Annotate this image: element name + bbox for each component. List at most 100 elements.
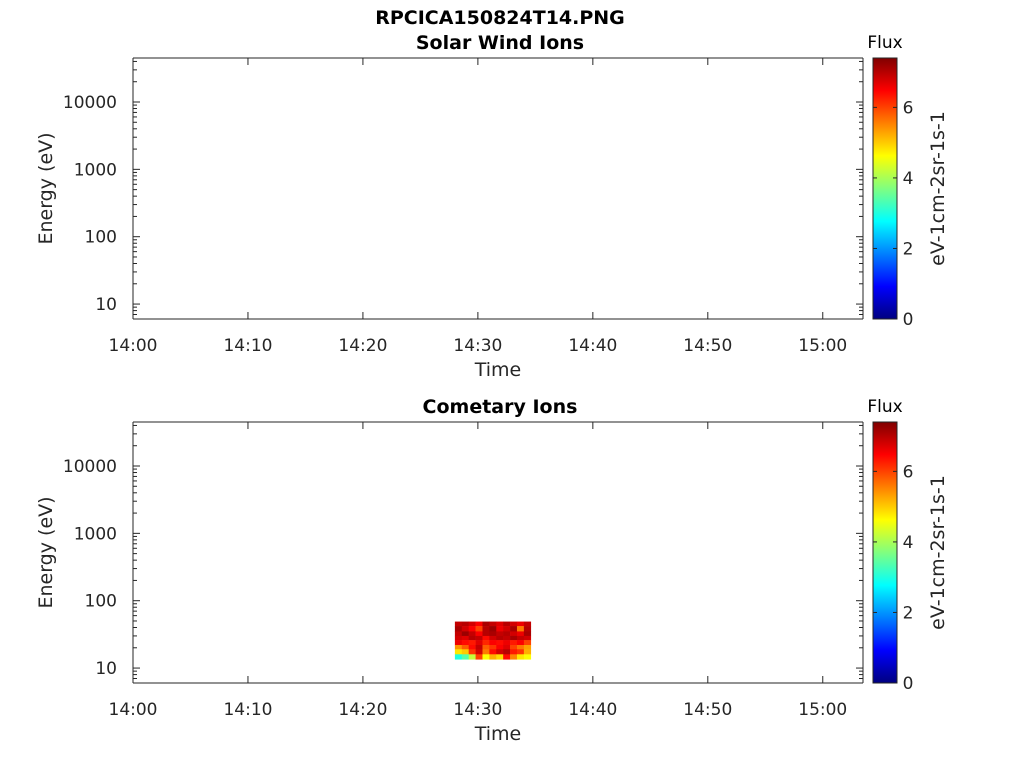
heatmap-cell (468, 644, 476, 650)
heatmap-cell (516, 640, 525, 646)
heatmap-cell (475, 649, 483, 655)
heatmap-cell (489, 631, 497, 637)
x-tick-label: 14:00 (109, 700, 158, 720)
x-axis-label: Time (474, 359, 522, 381)
heatmap-cell (482, 621, 490, 627)
heatmap-cell (454, 631, 463, 637)
heatmap-cell (510, 649, 518, 655)
heatmap-cell (496, 654, 504, 660)
heatmap-cell (510, 631, 518, 637)
colorbar-tick-label: 6 (903, 462, 914, 482)
y-tick-label: 10 (95, 295, 117, 315)
y-axis-label: Energy (eV) (35, 132, 57, 244)
x-tick-label: 15:00 (798, 700, 847, 720)
heatmap-cell (510, 640, 518, 646)
heatmap-cell (475, 644, 483, 650)
heatmap-cell (489, 649, 497, 655)
heatmap-cell (516, 631, 525, 637)
heatmap-cell (516, 644, 525, 650)
heatmap-cell (489, 640, 497, 646)
heatmap-cell (482, 644, 490, 650)
heatmap-cell (468, 635, 476, 641)
heatmap-cell (482, 626, 490, 632)
heatmap-cell (468, 626, 476, 632)
heatmap-cell (510, 635, 518, 641)
heatmap-cell (523, 631, 532, 637)
heatmap-cell (482, 640, 490, 646)
colorbar-tick-label: 2 (903, 603, 914, 623)
colorbar-tick-label: 4 (903, 533, 914, 553)
heatmap-cell (510, 654, 518, 660)
colorbar-tick-label: 4 (903, 169, 914, 189)
heatmap-cell (496, 621, 504, 627)
heatmap-cell (475, 654, 483, 660)
heatmap-cell (475, 635, 483, 641)
heatmap-cell (454, 635, 463, 641)
heatmap-cell (523, 654, 532, 660)
heatmap-cell (496, 631, 504, 637)
x-tick-label: 14:30 (453, 336, 502, 356)
heatmap-cell (461, 640, 469, 646)
x-tick-label: 15:00 (798, 336, 847, 356)
heatmap-cell (516, 649, 525, 655)
x-tick-label: 14:40 (568, 336, 617, 356)
colorbar-unit-label: eV-1cm-2sr-1s-1 (927, 111, 949, 266)
colorbar-tick-label: 6 (903, 98, 914, 118)
x-tick-label: 14:50 (683, 336, 732, 356)
x-tick-label: 14:30 (453, 700, 502, 720)
panel-title: Solar Wind Ions (416, 32, 584, 54)
heatmap-cell (461, 649, 469, 655)
heatmap-cell (496, 640, 504, 646)
y-tick-label: 10000 (63, 457, 117, 477)
heatmap-cell (454, 644, 463, 650)
y-tick-label: 100 (85, 228, 117, 248)
heatmap-cell (468, 640, 476, 646)
heatmap-cell (454, 626, 463, 632)
colorbar (872, 421, 898, 684)
heatmap-cell (468, 649, 476, 655)
x-axis-label: Time (474, 723, 522, 745)
heatmap-cell (482, 635, 490, 641)
heatmap-cell (503, 649, 511, 655)
x-tick-label: 14:20 (338, 336, 387, 356)
heatmap-cell (461, 621, 469, 627)
colorbar-tick-label: 2 (903, 239, 914, 259)
heatmap-cell (516, 654, 525, 660)
heatmap-cell (510, 644, 518, 650)
heatmap-cell (468, 654, 476, 660)
heatmap-cell (454, 640, 463, 646)
colorbar-tick-label: 0 (903, 674, 914, 694)
panel-solar-wind-ions: 14:00 14:10 14:20 14:30 14:40 14:50 15:00 10 100… (35, 32, 949, 381)
panel-title: Cometary Ions (423, 396, 578, 418)
heatmap-cell (496, 649, 504, 655)
heatmap-cell (461, 626, 469, 632)
heatmap-cell (523, 635, 532, 641)
heatmap-cell (516, 621, 525, 627)
heatmap-cell (489, 654, 497, 660)
heatmap-cell (468, 621, 476, 627)
x-tick-label: 14:00 (109, 336, 158, 356)
heatmap-cell (523, 644, 532, 650)
heatmap-cell (496, 626, 504, 632)
heatmap-cell (454, 654, 463, 660)
y-tick-label: 10000 (63, 93, 117, 113)
x-tick-label: 14:10 (223, 700, 272, 720)
heatmap-cell (503, 626, 511, 632)
heatmap-cell (489, 626, 497, 632)
heatmap-cell (510, 626, 518, 632)
colorbar-title: Flux (867, 33, 902, 53)
heatmap-cell (475, 621, 483, 627)
heatmap-cell (454, 649, 463, 655)
panel-cometary-ions: 14:00 14:10 14:20 14:30 14:40 14:50 15:00 10 100… (35, 396, 949, 745)
heatmap-cell (489, 635, 497, 641)
colorbar-tick-label: 0 (903, 310, 914, 330)
colorbar-unit-label: eV-1cm-2sr-1s-1 (927, 475, 949, 630)
y-tick-label: 1000 (74, 160, 117, 180)
heatmap-cell (461, 631, 469, 637)
heatmap-cell (523, 649, 532, 655)
x-tick-label: 14:40 (568, 700, 617, 720)
heatmap-cell (523, 626, 532, 632)
heatmap-cell (510, 621, 518, 627)
